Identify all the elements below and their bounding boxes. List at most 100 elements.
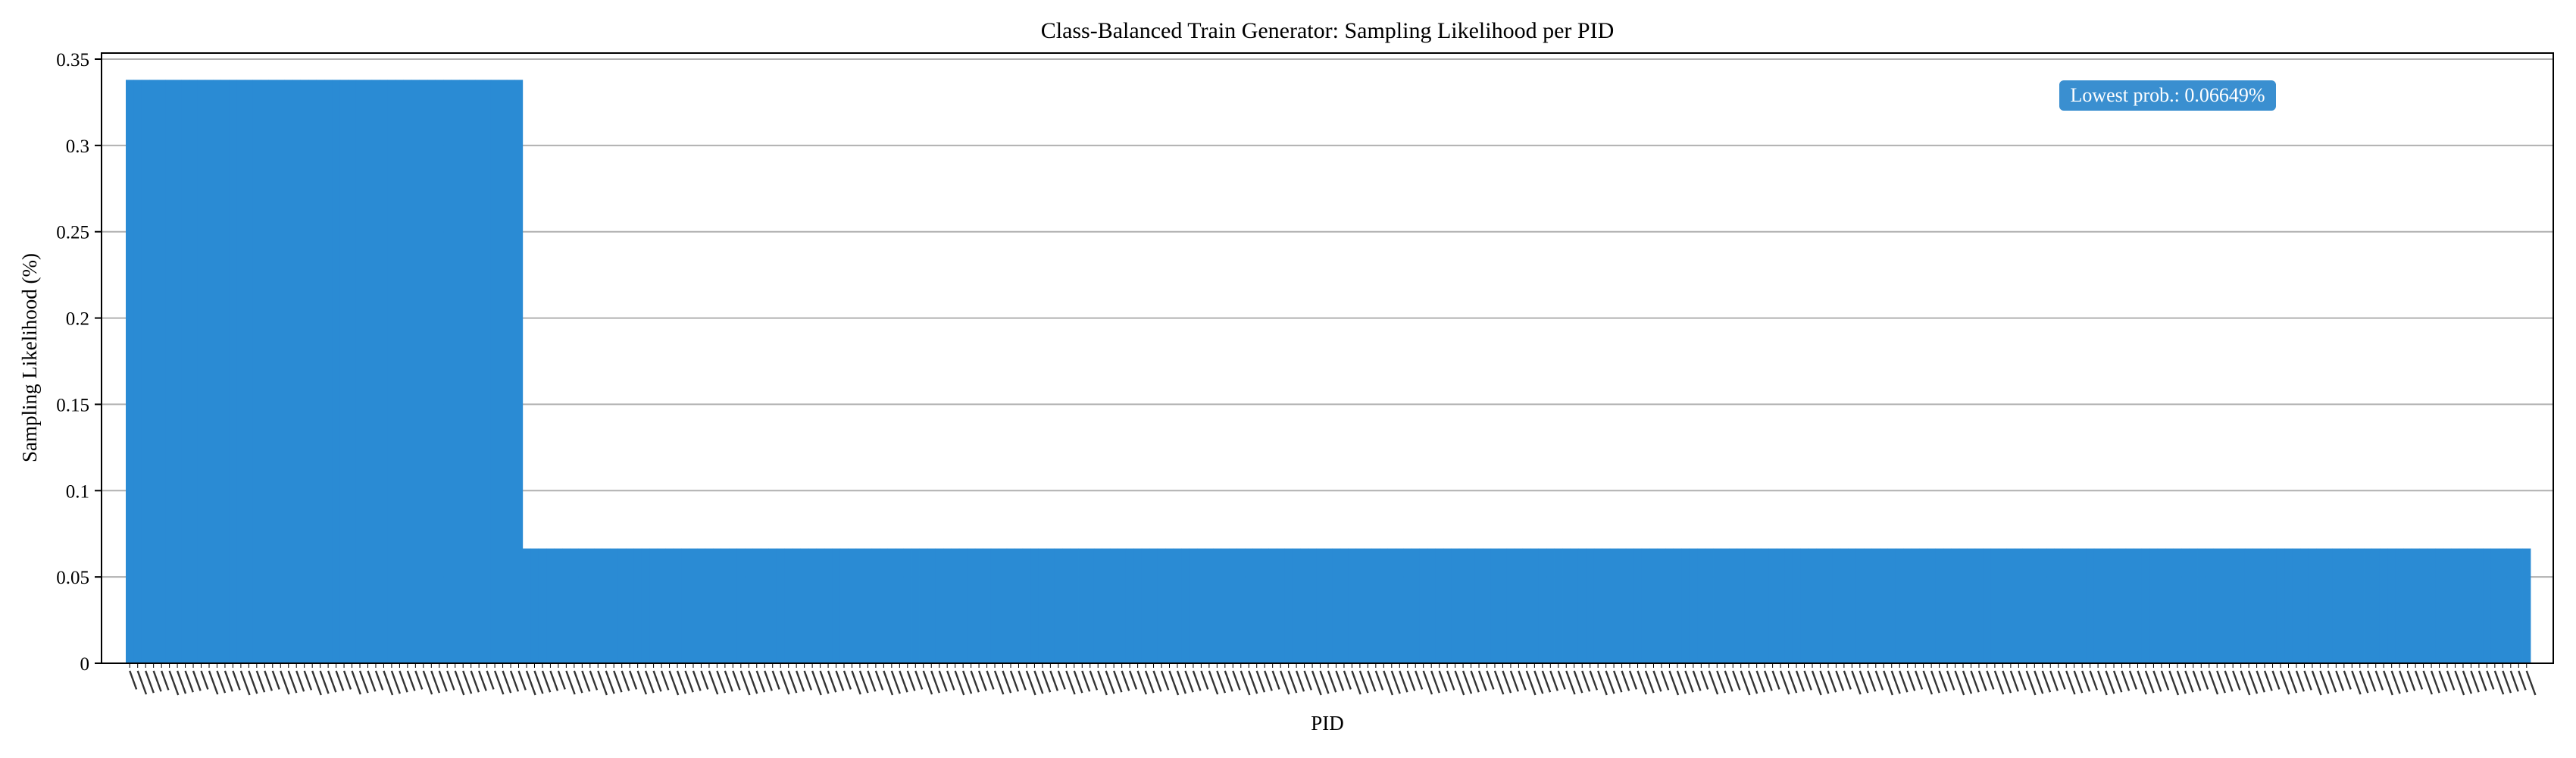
- x-tick-label: [2351, 670, 2362, 695]
- x-tick-label: [224, 670, 233, 692]
- bar: [903, 548, 912, 663]
- bar: [1022, 548, 1031, 663]
- x-tick-label: [2009, 670, 2019, 692]
- bar: [1181, 548, 1190, 663]
- x-tick-label: [399, 670, 408, 693]
- x-tick-label: [1041, 670, 1052, 693]
- bar: [1911, 548, 1920, 663]
- x-tick-label: [2184, 670, 2194, 693]
- x-tick-label: [867, 670, 877, 692]
- x-tick-label: [2271, 670, 2281, 690]
- x-tick-label: [1859, 670, 1869, 694]
- x-tick-label: [383, 670, 394, 696]
- bar: [2070, 548, 2079, 663]
- bar: [681, 548, 690, 663]
- bar: [2181, 548, 2190, 663]
- bar: [2451, 548, 2460, 663]
- bar: [1236, 548, 1246, 663]
- bar: [268, 80, 277, 663]
- bar: [245, 80, 254, 663]
- bar: [649, 548, 658, 663]
- x-tick-label: [1089, 670, 1099, 691]
- x-tick-label: [1271, 670, 1280, 690]
- bar: [1871, 548, 1880, 663]
- chart-title: Class-Balanced Train Generator: Sampling…: [1041, 18, 1615, 43]
- x-tick-label: [517, 670, 527, 691]
- annotation-box: [2059, 80, 2276, 111]
- bar: [277, 80, 285, 663]
- bar: [2316, 548, 2325, 663]
- x-tick-label: [1660, 670, 1670, 691]
- bar: [1173, 548, 1182, 663]
- x-tick-label: [2518, 670, 2527, 691]
- bar: [2435, 548, 2444, 663]
- x-tick-label: [660, 670, 670, 691]
- bar: [1983, 548, 1992, 663]
- x-tick-label: [1899, 670, 1909, 693]
- x-tick-label: [1597, 670, 1608, 696]
- x-tick-label: [145, 670, 155, 694]
- x-tick-label: [2065, 670, 2076, 695]
- x-tick-label: [2232, 670, 2241, 691]
- x-tick-label: [1993, 670, 2005, 695]
- x-tick-label: [1867, 670, 1877, 692]
- x-tick-label: [668, 670, 680, 696]
- x-tick-label: [271, 670, 280, 690]
- bar: [1943, 548, 1952, 663]
- x-tick-label: [1518, 670, 1527, 691]
- bar: [355, 80, 364, 663]
- bar: [1157, 548, 1166, 663]
- bar: [1729, 548, 1737, 663]
- bar: [1951, 548, 1960, 663]
- bar: [2474, 548, 2484, 663]
- bar: [2197, 548, 2206, 663]
- x-tick-label: [2327, 670, 2337, 693]
- x-tick-label: [493, 670, 505, 695]
- x-tick-label: [1144, 670, 1155, 694]
- x-tick-label: [1105, 670, 1115, 694]
- x-tick-label: [946, 670, 955, 691]
- bar: [1483, 548, 1492, 663]
- annotation-text: Lowest prob.: 0.06649%: [2070, 84, 2265, 106]
- bar: [1427, 548, 1436, 663]
- bar: [871, 548, 880, 663]
- bar: [736, 548, 746, 663]
- bar: [705, 548, 714, 663]
- x-tick-label: [1351, 670, 1361, 695]
- bar: [752, 548, 761, 663]
- bar: [1903, 548, 1912, 663]
- x-tick-label: [1097, 670, 1108, 696]
- x-tick-label: [470, 670, 480, 693]
- y-axis-ticks: 0 0.05 0.1 0.15 0.2 0.25 0.3 0.35: [56, 50, 102, 675]
- x-tick-label: [1509, 670, 1519, 692]
- bar: [1625, 548, 1634, 663]
- x-tick-label: [739, 670, 751, 696]
- bar: [2212, 548, 2221, 663]
- bar: [1602, 548, 1611, 663]
- x-tick-label: [1573, 670, 1583, 694]
- bar: [2459, 548, 2468, 663]
- bar: [2522, 548, 2531, 663]
- bar: [887, 548, 896, 663]
- x-tick-label: [1152, 670, 1162, 692]
- bar: [2276, 548, 2285, 663]
- bar: [935, 548, 944, 663]
- x-tick-label: [2034, 670, 2044, 694]
- x-tick-label: [1232, 670, 1241, 691]
- x-tick-label: [2414, 670, 2424, 690]
- bar: [443, 80, 452, 663]
- x-tick-label: [2216, 670, 2226, 694]
- bar: [2173, 548, 2182, 663]
- bar: [1189, 548, 1198, 663]
- x-tick-label: [2478, 670, 2487, 691]
- x-tick-label: [2128, 670, 2138, 690]
- bar: [1292, 548, 1301, 663]
- x-tick-label: [1454, 670, 1465, 696]
- bar: [1506, 548, 1515, 663]
- bar: [974, 548, 983, 663]
- bar: [761, 548, 769, 663]
- x-tick-label: [406, 670, 416, 691]
- x-tick-label: [2279, 670, 2290, 695]
- bar: [697, 548, 706, 663]
- x-tick-label: [1525, 670, 1537, 696]
